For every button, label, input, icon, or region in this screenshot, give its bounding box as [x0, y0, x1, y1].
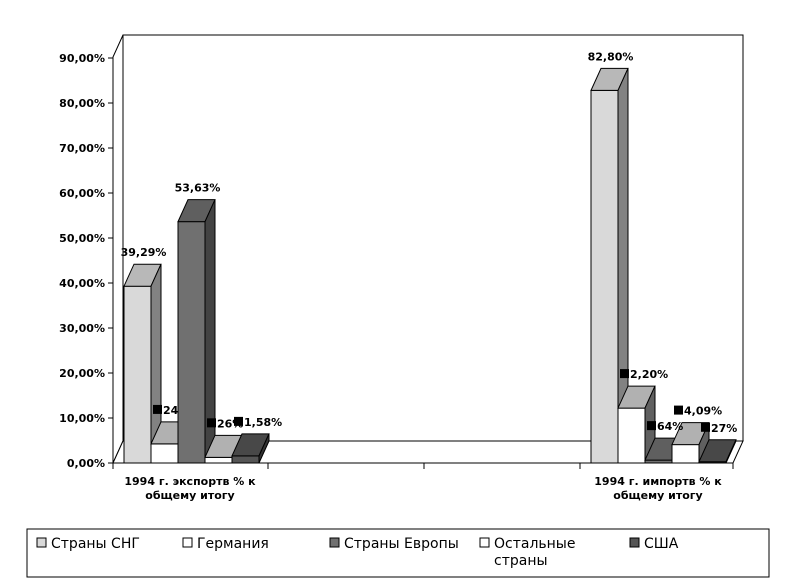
label-marker	[674, 405, 683, 415]
legend: Страны СНГ Германия Страны Европы Остальные…	[26, 528, 770, 578]
category-label: 1994 г. экспортв % к	[124, 475, 256, 488]
bar	[231, 433, 270, 464]
label-marker	[234, 416, 243, 426]
bar-side	[725, 439, 737, 464]
bar	[177, 199, 216, 464]
y-tick-label: 30,00%	[59, 322, 105, 335]
legend-swatch	[36, 537, 47, 548]
bar	[671, 422, 710, 464]
y-tick-label: 70,00%	[59, 142, 105, 155]
label-marker	[701, 422, 710, 432]
category-label: общему итогу	[613, 489, 702, 502]
bars	[123, 67, 737, 464]
data-label: 4,09%	[684, 405, 722, 418]
legend-label: Страны СНГ	[51, 536, 140, 552]
legend-item: США	[629, 536, 679, 552]
legend-item: Германия	[182, 536, 269, 552]
legend-swatch	[479, 537, 490, 548]
y-tick-label: 90,00%	[59, 52, 105, 65]
bar-front	[177, 221, 206, 464]
chart-walls	[112, 34, 744, 469]
bar-front	[617, 407, 646, 464]
legend-label: Страны Европы	[344, 536, 459, 552]
y-tick-label: 60,00%	[59, 187, 105, 200]
data-label: 64%	[657, 420, 683, 433]
legend-label: Германия	[197, 536, 269, 552]
y-tick-label: 0,00%	[67, 457, 105, 470]
bar	[590, 67, 629, 464]
bar	[698, 439, 737, 464]
data-label: 24	[163, 404, 179, 417]
data-label: 2,20%	[630, 368, 668, 381]
bar	[123, 263, 162, 464]
y-tick-label: 80,00%	[59, 97, 105, 110]
legend-label: Остальные	[494, 536, 575, 552]
data-label: 1,58%	[244, 416, 282, 429]
bar-front	[204, 456, 233, 464]
label-marker	[647, 421, 656, 431]
data-label: 53,63%	[175, 182, 221, 195]
bar-side	[258, 433, 270, 464]
legend-item: Страны Европы	[329, 536, 459, 552]
legend-swatch	[329, 537, 340, 548]
bar-front	[231, 455, 260, 464]
legend-item: Страны СНГ	[36, 536, 140, 552]
y-tick-label: 40,00%	[59, 277, 105, 290]
data-label: 27%	[711, 422, 737, 435]
legend-swatch	[629, 537, 640, 548]
data-label: 82,80%	[588, 50, 634, 63]
bar-front	[590, 89, 619, 464]
category-label: 1994 г. импортв % к	[594, 475, 722, 488]
label-marker	[207, 418, 216, 428]
label-marker	[620, 369, 629, 379]
label-marker	[153, 404, 162, 414]
y-axis: 0,00% 10,00% 20,00% 30,00% 40,00% 50,00% 60,00…	[59, 52, 113, 470]
y-tick-label: 20,00%	[59, 367, 105, 380]
bar-front	[123, 285, 152, 464]
category-label: общему итогу	[145, 489, 234, 502]
legend-swatch	[182, 537, 193, 548]
y-tick-label: 10,00%	[59, 412, 105, 425]
legend-box	[26, 528, 770, 578]
bar-front	[150, 443, 179, 464]
data-label: 39,29%	[121, 246, 167, 259]
y-tick-label: 50,00%	[59, 232, 105, 245]
legend-label: США	[644, 536, 679, 552]
floor	[112, 440, 744, 464]
bar-front	[671, 444, 700, 464]
legend-label: страны	[494, 553, 548, 569]
